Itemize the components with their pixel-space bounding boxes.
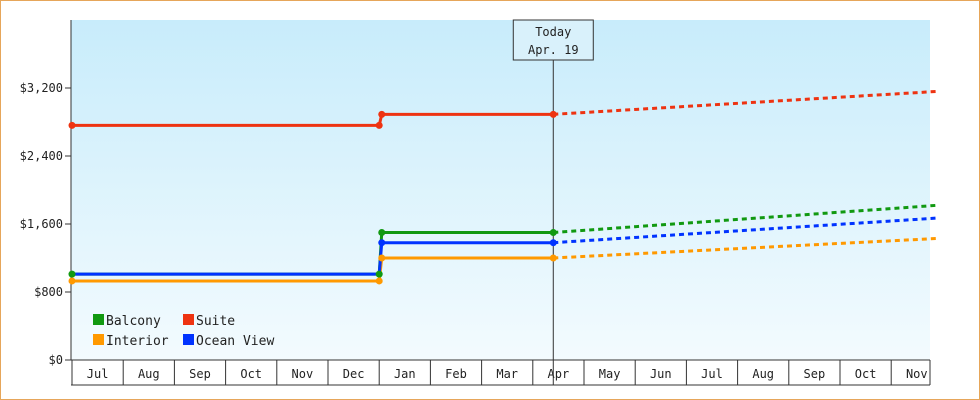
x-tick-label: Feb — [445, 367, 467, 381]
y-tick-label: $1,600 — [20, 217, 63, 231]
series-projection-balcony — [553, 203, 938, 234]
series-projection-ocean-view — [553, 216, 938, 245]
y-tick-label: $2,400 — [20, 149, 63, 163]
data-point-balcony — [549, 229, 557, 236]
x-tick-label: Sep — [189, 367, 211, 381]
legend: Balcony Suite Interior Ocean View — [93, 314, 274, 349]
y-axis: $0 $800 $1,600 $2,400 $3,200 — [20, 20, 72, 367]
x-tick-label: Mar — [496, 367, 518, 381]
x-tick-label: Dec — [343, 367, 365, 381]
data-point-balcony — [68, 270, 76, 278]
legend-label-ocean-view: Ocean View — [196, 334, 274, 349]
series-projection-suite — [553, 89, 938, 116]
y-tick-label: $3,200 — [20, 81, 63, 95]
x-tick-label: Apr — [548, 367, 570, 381]
data-point-suite — [378, 110, 386, 118]
x-tick-label: Aug — [752, 367, 774, 381]
data-point-ocean-view — [549, 239, 557, 247]
data-point-interior — [375, 277, 383, 285]
x-tick-label: Jul — [87, 367, 109, 381]
x-tick-label: Oct — [240, 367, 262, 381]
series-group — [68, 89, 938, 285]
data-point-balcony — [378, 229, 386, 236]
data-point-interior — [549, 254, 557, 262]
legend-swatch-suite — [183, 314, 194, 325]
series-projection-interior — [553, 236, 938, 260]
data-point-suite — [549, 110, 557, 118]
legend-label-balcony: Balcony — [106, 314, 161, 329]
today-box — [512, 19, 594, 61]
series-line-suite — [72, 112, 554, 127]
legend-swatch-ocean-view — [183, 334, 194, 345]
data-point-interior — [68, 277, 76, 285]
x-axis: Jul Aug Sep Oct Nov Dec Jan Feb Mar Apr May Jun Jul A… — [71, 359, 931, 386]
legend-label-interior: Interior — [106, 334, 169, 349]
data-point-suite — [68, 121, 76, 129]
today-date: Apr. 19 — [528, 43, 579, 57]
x-tick-label: Jan — [394, 367, 416, 381]
x-tick-label: Jul — [701, 367, 723, 381]
x-tick-label: Oct — [855, 367, 877, 381]
y-tick-label: $0 — [49, 353, 63, 367]
data-point-suite — [375, 121, 383, 129]
legend-label-suite: Suite — [196, 314, 235, 329]
legend-swatch-interior — [93, 334, 104, 345]
legend-swatch-balcony — [93, 314, 104, 325]
data-point-interior — [378, 254, 386, 262]
today-label: Today — [535, 25, 571, 39]
x-tick-label: Nov — [906, 367, 928, 381]
x-tick-label: Jun — [650, 367, 672, 381]
data-point-ocean-view — [378, 239, 386, 247]
x-tick-label: Sep — [804, 367, 826, 381]
plot-background — [71, 20, 930, 360]
y-tick-label: $800 — [34, 285, 63, 299]
data-point-balcony — [375, 270, 383, 278]
x-tick-label: Aug — [138, 367, 160, 381]
x-tick-label: May — [599, 367, 621, 381]
x-tick-label: Nov — [292, 367, 314, 381]
